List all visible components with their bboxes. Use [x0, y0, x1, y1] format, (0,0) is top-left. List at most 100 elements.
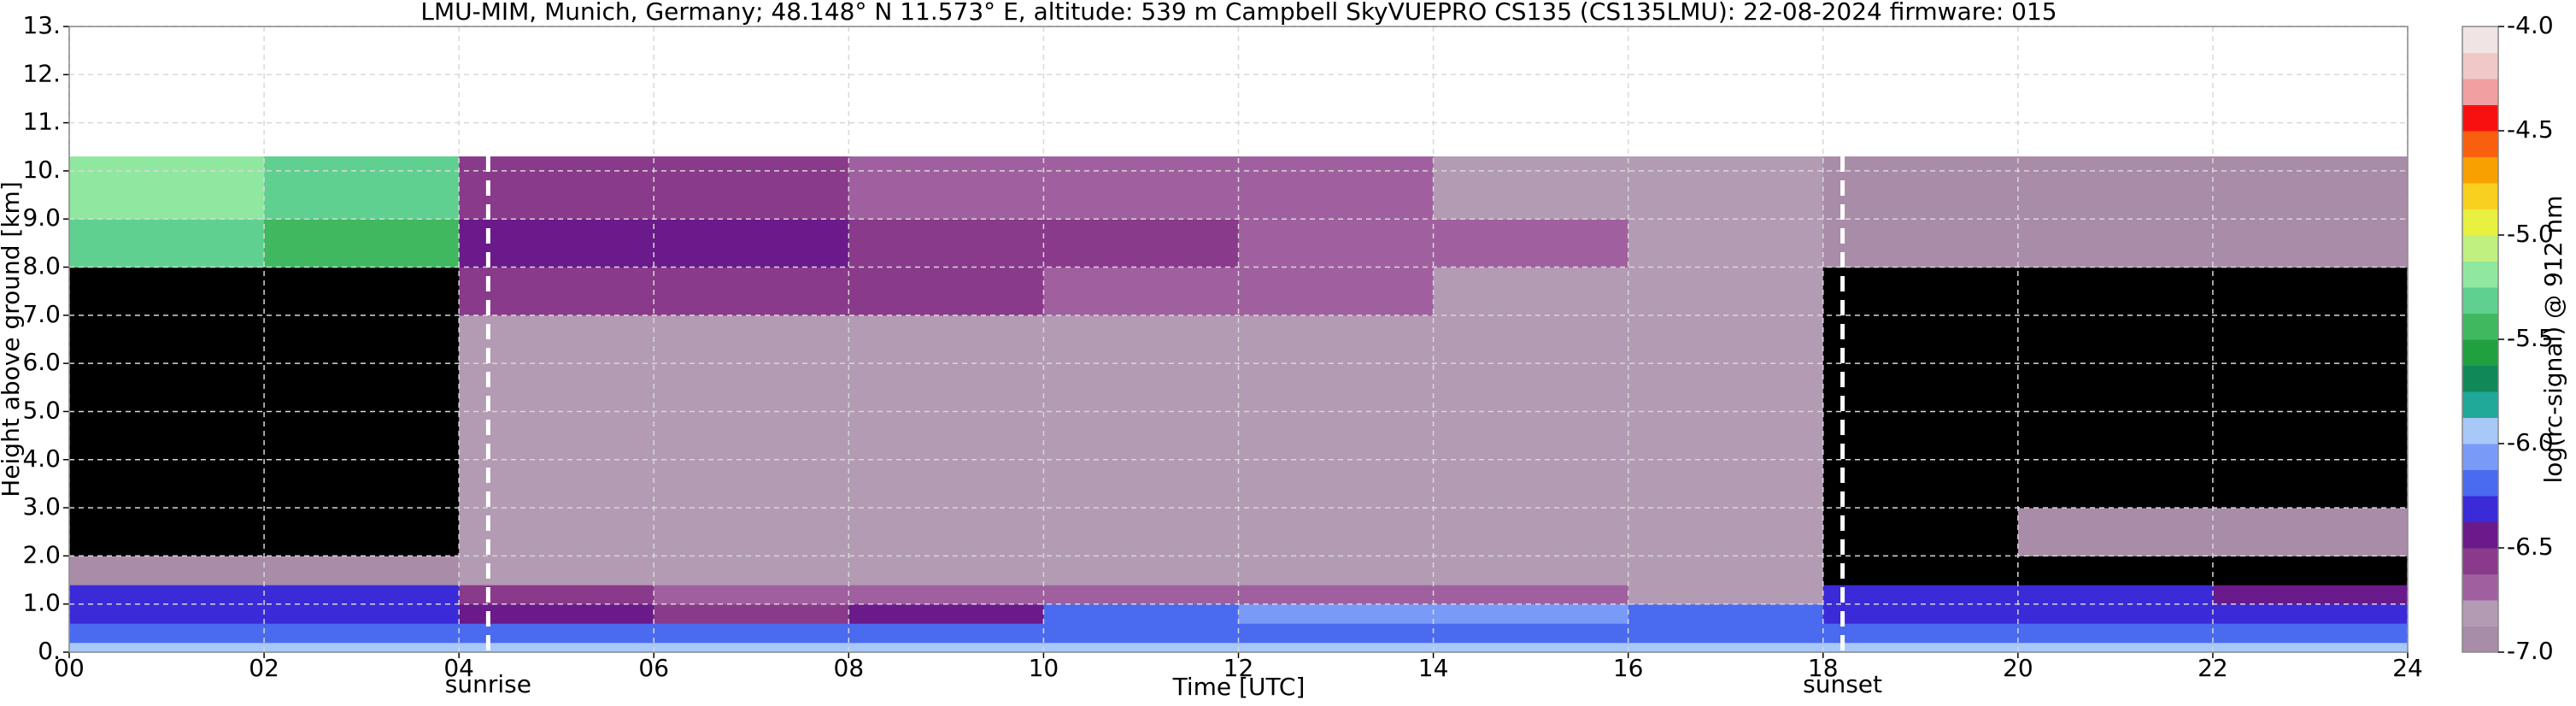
heat-cell — [69, 642, 265, 653]
colorbar-tick-label: -7.0 — [2507, 637, 2554, 665]
heat-cell — [264, 267, 460, 316]
heat-cell — [69, 156, 265, 220]
heat-cell — [1043, 267, 1239, 316]
colorbar-tick-label: -4.0 — [2507, 11, 2554, 39]
colorbar-swatch — [2462, 183, 2498, 209]
heat-cell — [654, 267, 849, 316]
heat-cell — [459, 556, 654, 585]
x-tick-label: 08 — [834, 654, 865, 682]
heat-cell — [2017, 556, 2214, 585]
heat-cell — [264, 623, 460, 644]
heat-cell — [1628, 508, 1824, 556]
heat-cell — [1433, 603, 1629, 624]
heat-cell — [459, 156, 654, 220]
heat-cell — [1822, 642, 2019, 653]
heat-cell — [2017, 219, 2214, 268]
y-tick-label: 1.0 — [22, 589, 61, 617]
heat-cell — [1628, 556, 1824, 585]
heat-cell — [848, 556, 1044, 585]
heat-cell — [1822, 219, 2019, 268]
heat-cell — [1433, 585, 1629, 605]
heat-cell — [1043, 585, 1239, 605]
heat-cell — [654, 556, 849, 585]
x-axis-label: Time [UTC] — [1172, 673, 1306, 701]
heat-cell — [848, 623, 1044, 644]
heat-cell — [2017, 267, 2214, 316]
heat-cell — [264, 603, 460, 624]
heat-cell — [848, 603, 1044, 624]
chart-title: LMU-MIM, Munich, Germany; 48.148° N 11.5… — [420, 0, 2057, 26]
heat-cell — [2017, 585, 2214, 605]
colorbar-swatch — [2462, 339, 2498, 366]
heat-cell — [2212, 585, 2409, 605]
y-axis-label: Height above ground [km] — [0, 181, 25, 497]
x-tick-label: 16 — [1613, 654, 1644, 682]
heat-cell — [848, 156, 1044, 220]
colorbar-swatch — [2462, 104, 2498, 132]
heat-cell — [848, 585, 1044, 605]
heat-cell — [654, 603, 849, 624]
heat-cell — [848, 219, 1044, 268]
heat-cell — [1628, 623, 1824, 644]
heat-cell — [1433, 556, 1629, 585]
heat-cell — [1238, 623, 1435, 644]
heat-cell — [459, 508, 654, 556]
heat-cell — [1822, 267, 2019, 316]
heat-cell — [1238, 508, 1435, 556]
heat-cell — [2212, 219, 2409, 268]
x-tick-label: 20 — [2003, 654, 2033, 682]
heat-cell — [2212, 508, 2409, 556]
colorbar-swatch — [2462, 444, 2498, 470]
heat-cell — [654, 623, 849, 644]
heat-cell — [2212, 556, 2409, 585]
colorbar-label: log(rc-signal) @ 912 nm — [2539, 196, 2567, 484]
y-tick-label: 9.0 — [22, 203, 61, 232]
heat-cell — [69, 623, 265, 644]
heat-cell — [1433, 267, 1629, 316]
heat-cell — [654, 585, 849, 605]
heat-cell — [2212, 156, 2409, 220]
y-tick-label: 0. — [38, 637, 61, 665]
y-tick-label: 7.0 — [22, 300, 61, 328]
colorbar-swatch — [2462, 79, 2498, 105]
heat-cell — [2017, 508, 2214, 556]
heat-cell — [264, 556, 460, 585]
heat-cell — [2017, 156, 2214, 220]
x-tick-label: 04 — [443, 654, 474, 682]
colorbar-swatch — [2462, 391, 2498, 418]
heat-cell — [459, 623, 654, 644]
heat-cell — [459, 411, 654, 509]
colorbar-swatch — [2462, 235, 2498, 262]
heat-cell — [1238, 642, 1435, 653]
heat-cell — [848, 642, 1044, 653]
heat-cell — [1628, 603, 1824, 624]
colorbar-swatch — [2462, 26, 2498, 53]
heat-cell — [1822, 585, 2019, 605]
heat-cell — [1238, 267, 1435, 316]
heat-cell — [1433, 156, 1629, 220]
heat-cell — [264, 585, 460, 605]
marker-label: sunrise — [445, 670, 531, 698]
heat-cell — [459, 642, 654, 653]
heat-cell — [1628, 267, 1824, 316]
x-tick-label: 00 — [54, 654, 85, 682]
heat-cell — [1433, 219, 1629, 268]
heat-cell — [1043, 219, 1239, 268]
colorbar-swatch — [2462, 156, 2498, 184]
heat-cell — [1238, 556, 1435, 585]
heat-cell — [654, 508, 849, 556]
x-tick-label: 14 — [1418, 654, 1449, 682]
heat-cell — [1043, 508, 1239, 556]
colorbar-swatch — [2462, 469, 2498, 497]
y-tick-label: 3.0 — [22, 492, 61, 521]
heat-cell — [1822, 623, 2019, 644]
heat-cell — [1238, 156, 1435, 220]
heat-cell — [69, 556, 265, 585]
plot-frame — [68, 26, 2409, 653]
heat-cell — [1628, 219, 1824, 268]
y-tick-label: 13. — [22, 11, 61, 39]
heat-cell — [1628, 585, 1824, 605]
heat-cell — [1433, 508, 1629, 556]
heat-cell — [654, 642, 849, 653]
heat-cell — [2017, 642, 2214, 653]
